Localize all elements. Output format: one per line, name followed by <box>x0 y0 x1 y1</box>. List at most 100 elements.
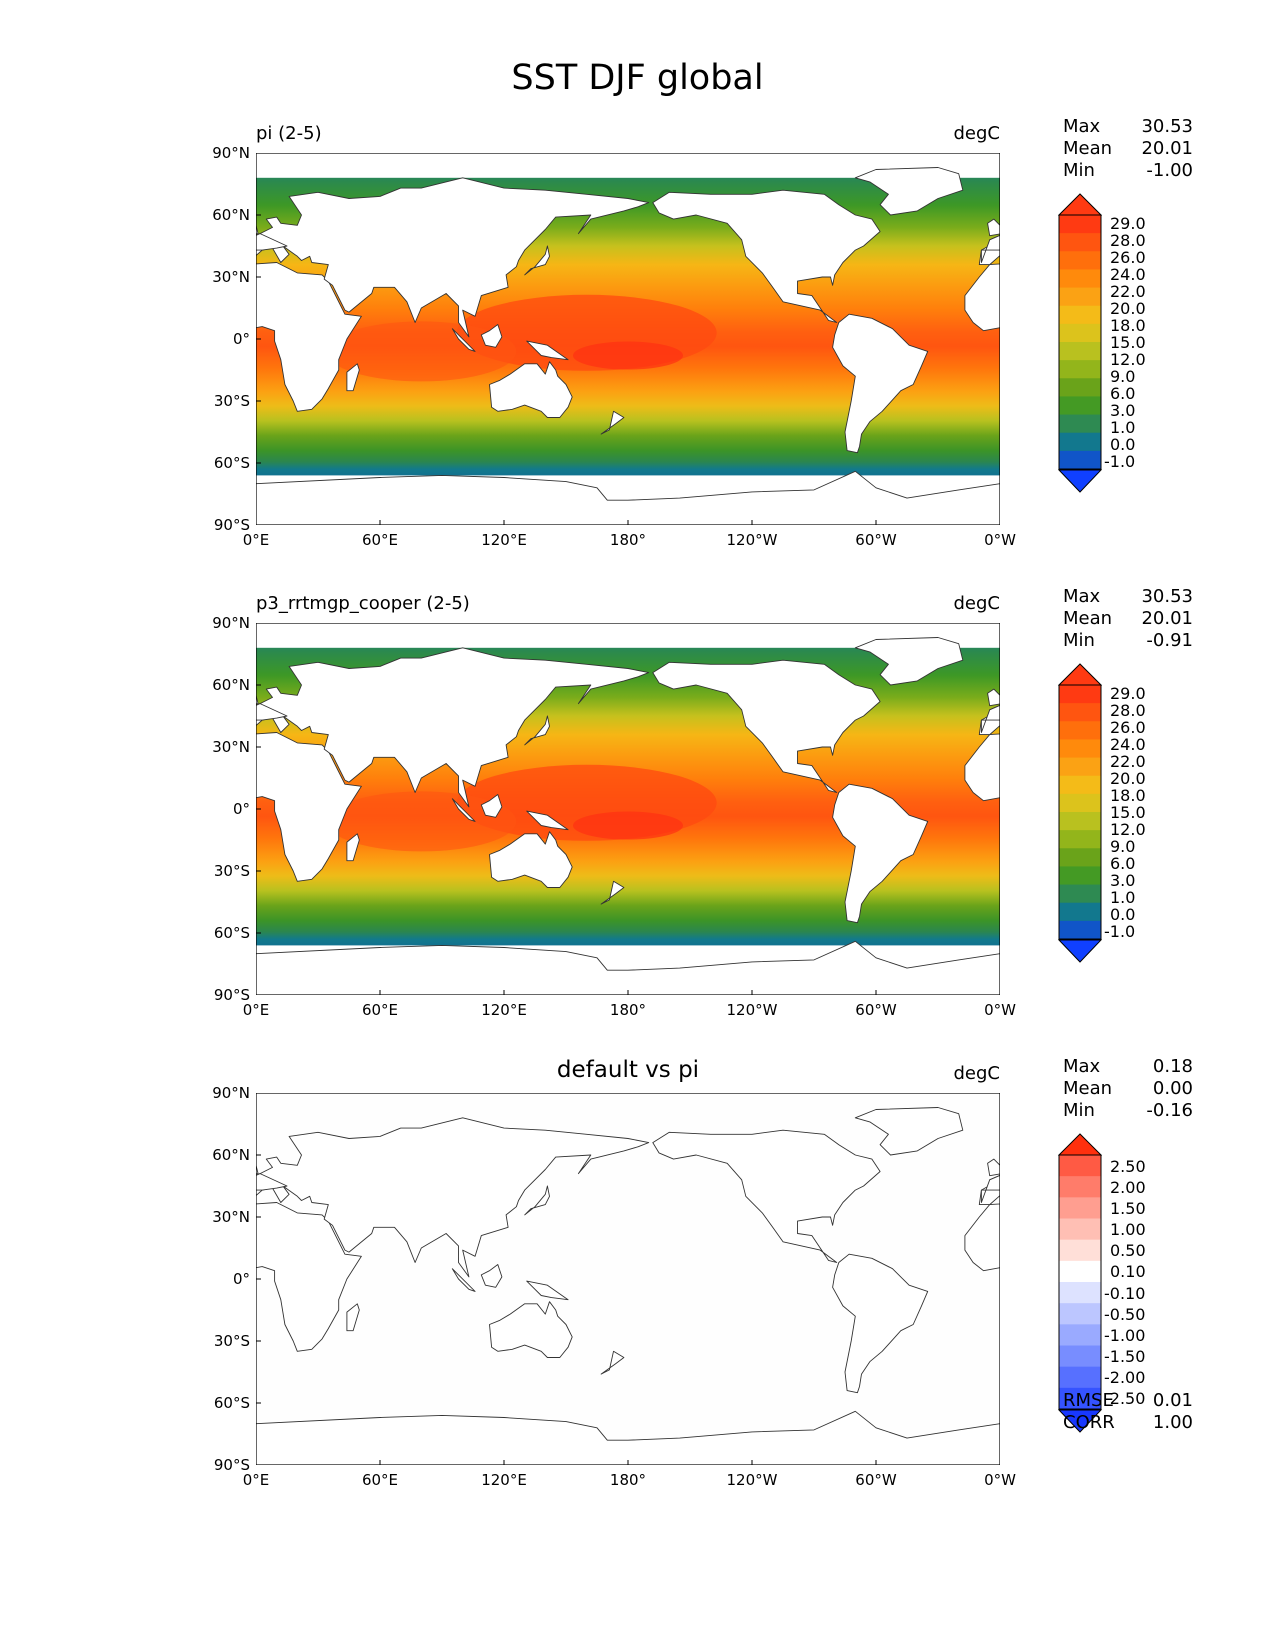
stat-value: 30.53 <box>1141 586 1193 607</box>
coastline-westeurope <box>256 233 288 251</box>
coastline-namerica <box>652 659 881 793</box>
coastline-sumatra <box>451 1268 476 1292</box>
x-tick-label: 120°W <box>726 1001 778 1019</box>
coastline-uk <box>987 218 1000 237</box>
coastline-uk <box>987 688 1000 707</box>
x-tick-label: 120°W <box>726 531 778 549</box>
colorbar-label: 2.00 <box>1110 1177 1146 1197</box>
stat-label: Min <box>1063 160 1095 181</box>
x-tick-label: 120°E <box>481 531 527 549</box>
stat-row-min: Min -0.16 <box>1063 1100 1193 1122</box>
colorbar-label: 22.0 <box>1110 282 1146 302</box>
coastline-uk <box>987 1158 1000 1177</box>
colorbar-label: 18.0 <box>1110 786 1146 806</box>
coastline-madagascar <box>346 363 360 392</box>
colorbar-segment <box>1059 233 1101 252</box>
colorbar-label: -0.10 <box>1104 1283 1146 1303</box>
colorbar-label: 12.0 <box>1110 819 1146 839</box>
y-tick-label: 90°N <box>212 614 250 632</box>
colorbar-label: 6.0 <box>1110 853 1136 873</box>
diff-bottom-stats: RMSE 0.01 CORR 1.00 <box>1063 1390 1193 1434</box>
map-plot <box>256 153 1000 525</box>
stat-value: -0.16 <box>1146 1100 1193 1121</box>
warm-pool-core <box>573 341 683 370</box>
coastline-japan <box>524 715 550 746</box>
colorbar-segment <box>1059 1260 1101 1283</box>
y-tick-label: 30°N <box>212 1208 250 1226</box>
stat-label: Min <box>1063 630 1095 651</box>
colorbar-segment <box>1059 1324 1101 1346</box>
y-tick-label: 90°S <box>213 986 250 1004</box>
panel-title: p3_rrtmgp_cooper (2-5) <box>256 593 470 614</box>
colorbar-frame <box>1058 684 1102 940</box>
colorbar-segment <box>1059 812 1101 831</box>
coastline-antarctica <box>256 1410 1000 1465</box>
y-tick-label: 30°N <box>212 268 250 286</box>
x-tick-label: 60°E <box>361 531 399 549</box>
colorbar-label: 28.0 <box>1110 701 1146 721</box>
colorbar-label: 2.50 <box>1110 1156 1146 1176</box>
colorbar-frame <box>1058 214 1102 470</box>
coastline-africa <box>256 1202 362 1352</box>
y-tick-label: 60°S <box>213 1394 250 1412</box>
coastline-madagascar <box>346 1303 360 1332</box>
colorbar-label: -0.50 <box>1104 1304 1146 1324</box>
colorbar-segment <box>1059 1176 1101 1198</box>
y-tick-label: 90°N <box>212 144 250 162</box>
colorbar-segment <box>1059 703 1101 722</box>
colorbar-segment <box>1059 1366 1101 1389</box>
stat-label: Max <box>1063 1056 1101 1077</box>
coastline-greenland <box>854 167 964 216</box>
coastline-samerica <box>832 783 929 924</box>
colorbar-label: 1.0 <box>1110 417 1136 437</box>
colorbar-segment <box>1059 251 1101 270</box>
colorbar-segment <box>1059 884 1101 904</box>
colorbar-label: -1.00 <box>1104 1325 1146 1345</box>
y-tick-label: 30°S <box>213 1332 250 1350</box>
colorbar-label: 20.0 <box>1110 769 1146 789</box>
colorbar-label: 1.00 <box>1110 1220 1146 1240</box>
colorbar-label: 1.50 <box>1110 1198 1146 1218</box>
colorbar-segment <box>1059 1239 1101 1262</box>
colorbar-label: -2.00 <box>1104 1368 1146 1388</box>
coastline-madagascar <box>346 833 360 862</box>
colorbar-label: -1.0 <box>1104 921 1136 941</box>
coastline-africa <box>256 262 362 412</box>
y-tick-label: 60°N <box>212 1146 250 1164</box>
stat-value: 0.18 <box>1152 1056 1193 1077</box>
colorbar-segment <box>1059 775 1101 795</box>
coastline-eurasia <box>256 647 650 808</box>
colorbar-label: 9.0 <box>1110 836 1136 856</box>
x-tick-label: 0°W <box>984 531 1016 549</box>
x-tick-label: 0°W <box>984 1001 1016 1019</box>
colorbar-label: 12.0 <box>1110 349 1146 369</box>
stat-value: -1.00 <box>1146 160 1193 181</box>
x-tick-label: 120°W <box>726 1471 778 1489</box>
colorbar-label: 29.0 <box>1110 214 1146 234</box>
colorbar-segment <box>1059 432 1101 452</box>
colorbar-segment <box>1059 793 1101 813</box>
units-label: degC <box>953 1063 1001 1084</box>
coastline-borneo <box>480 324 503 348</box>
colorbar-label: 26.0 <box>1110 718 1146 738</box>
coastline-japan <box>524 1185 550 1216</box>
y-tick-label: 90°S <box>213 516 250 534</box>
coastline-sumatra <box>451 328 476 352</box>
x-tick-label: 0°W <box>984 1471 1016 1489</box>
colorbar-label: 24.0 <box>1110 265 1146 285</box>
colorbar-extend-min <box>1058 469 1102 493</box>
y-tick-label: 30°S <box>213 862 250 880</box>
colorbar-segment <box>1059 378 1101 397</box>
stat-row-mean: Mean 0.00 <box>1063 1078 1193 1100</box>
corr-value: 1.00 <box>1152 1412 1193 1433</box>
coastline-greenland <box>854 1107 964 1156</box>
colorbar-segment <box>1059 323 1101 343</box>
colorbar-segment <box>1059 450 1101 470</box>
colorbar-extend-min <box>1058 939 1102 963</box>
coastline-africa <box>964 733 1000 802</box>
colorbar-extend-max <box>1058 663 1102 686</box>
coastline-australia <box>489 831 573 888</box>
colorbar-label: -2.50 <box>1104 1389 1146 1409</box>
x-tick-label: 120°E <box>481 1471 527 1489</box>
stat-value: 0.00 <box>1152 1078 1193 1099</box>
